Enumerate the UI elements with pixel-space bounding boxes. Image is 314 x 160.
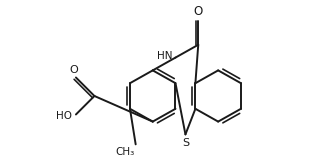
Text: O: O [69, 65, 78, 75]
Text: S: S [182, 138, 189, 148]
Text: CH₃: CH₃ [115, 147, 134, 157]
Text: HN: HN [157, 51, 172, 61]
Text: HO: HO [56, 111, 72, 121]
Text: O: O [194, 5, 203, 18]
